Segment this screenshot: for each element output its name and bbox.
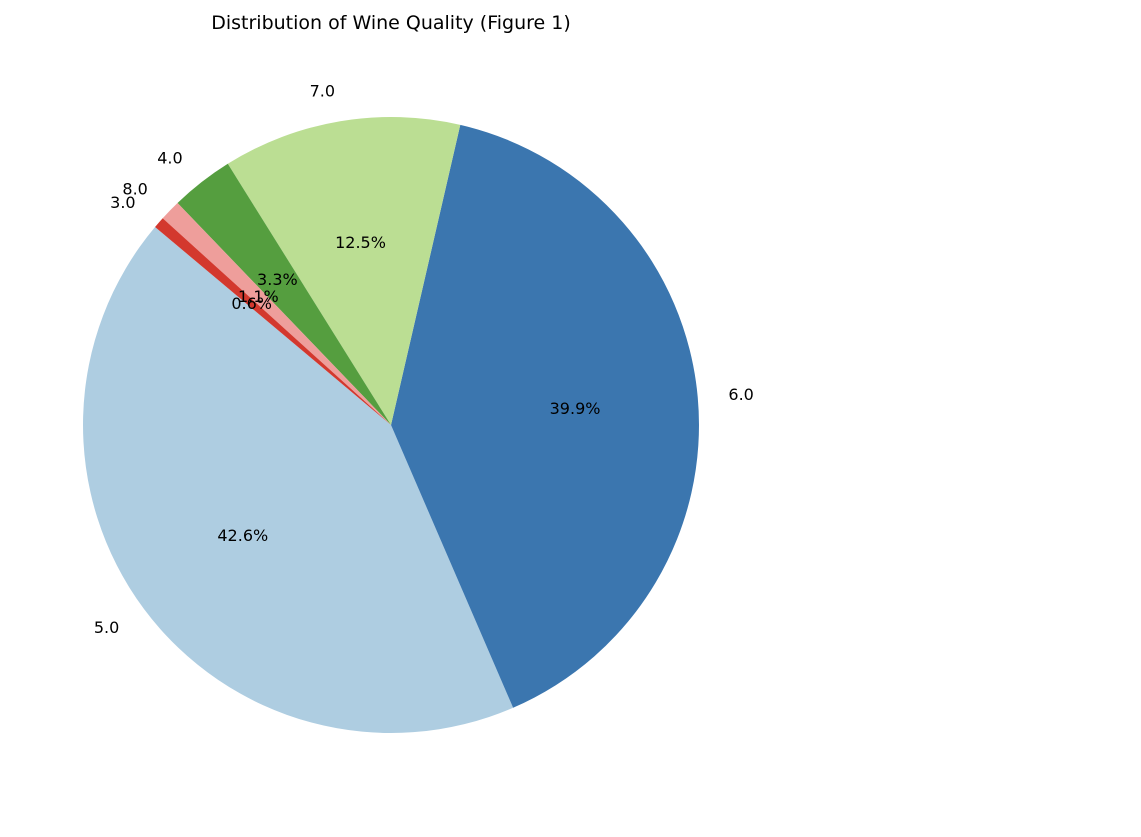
pie-slice-7-0 xyxy=(227,116,461,426)
pie-slice-4-0 xyxy=(177,163,391,426)
pie-slice-6-0 xyxy=(391,124,699,708)
pie-slices xyxy=(83,116,699,733)
pie-slice-8-0 xyxy=(162,203,391,425)
category-labels: 5.0 6.0 7.0 4.0 8.03.0 xyxy=(94,81,754,637)
category-label-5-0: 5.0 xyxy=(94,618,119,637)
category-label-3-0: 3.0 xyxy=(110,193,135,212)
percentage-label-4-0: 3.3% xyxy=(257,270,298,289)
chart-title: Distribution of Wine Quality (Figure 1) xyxy=(211,12,571,34)
percentage-labels: 42.6% 39.9% 12.5% 3.3%1.1%0.6% xyxy=(217,233,600,545)
percentage-label-7-0: 12.5% xyxy=(335,233,386,252)
percentage-label-8-0: 1.1% xyxy=(238,287,279,306)
pie-slice-3-0 xyxy=(155,218,391,425)
category-label-7-0: 7.0 xyxy=(310,81,335,100)
category-label-4-0: 4.0 xyxy=(157,148,182,167)
percentage-label-3-0: 0.6% xyxy=(231,294,272,313)
percentage-label-5-0: 42.6% xyxy=(217,526,268,545)
category-label-6-0: 6.0 xyxy=(728,385,753,404)
category-label-8-0: 8.0 xyxy=(122,180,147,199)
pie-slice-5-0 xyxy=(83,227,514,733)
percentage-label-6-0: 39.9% xyxy=(550,399,601,418)
